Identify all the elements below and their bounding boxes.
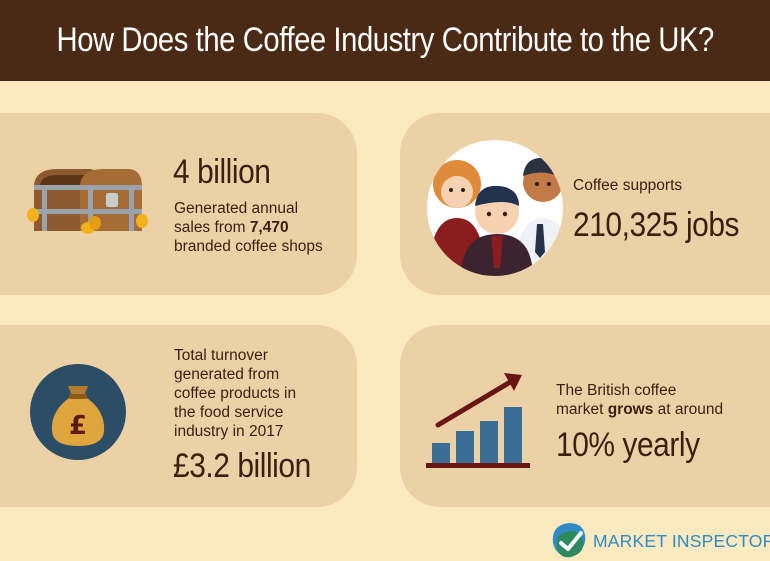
money-bag-icon: £ xyxy=(30,364,126,460)
treasure-chest-icon xyxy=(27,169,148,234)
pound-symbol: £ xyxy=(69,411,87,441)
growth-line-2-suffix: at around xyxy=(653,401,724,418)
turnover-card: £ Total turnover generated from coffee p… xyxy=(0,325,357,507)
growth-line-2-prefix: market xyxy=(556,401,608,418)
sales-card: 4 billion Generated annual sales from 7,… xyxy=(0,113,357,295)
logo-text: MARKET INSPECTOR xyxy=(593,531,770,551)
turnover-line-1: Total turnover xyxy=(174,347,268,364)
sales-count-bold: 7,470 xyxy=(249,219,289,236)
sales-line-3: branded coffee shops xyxy=(174,238,323,255)
growth-card: The British coffee market grows at aroun… xyxy=(400,325,770,507)
sales-headline: 4 billion xyxy=(173,153,271,191)
page-header: How Does the Coffee Industry Contribute … xyxy=(0,0,770,81)
jobs-card: Coffee supports 210,325 jobs xyxy=(400,113,770,295)
sales-line-2-prefix: sales from xyxy=(174,219,250,236)
people-icon xyxy=(427,140,563,276)
growth-headline: 10% yearly xyxy=(556,426,700,464)
turnover-line-4: the food service xyxy=(174,404,284,421)
sales-description: Generated annual sales from 7,470 brande… xyxy=(174,199,323,256)
growth-chart-icon xyxy=(426,373,530,468)
jobs-headline: 210,325 jobs xyxy=(573,206,740,244)
turnover-line-2: generated from xyxy=(174,366,280,383)
growth-line-1: The British coffee xyxy=(556,382,677,399)
sales-line-2: sales from 7,470 xyxy=(174,218,323,237)
growth-description: The British coffee market grows at aroun… xyxy=(556,381,723,419)
turnover-headline: £3.2 billion xyxy=(173,447,311,485)
growth-bold: grows xyxy=(607,401,654,418)
turnover-line-3: coffee products in xyxy=(174,385,297,402)
turnover-description: Total turnover generated from coffee pro… xyxy=(174,346,296,441)
growth-line-2: market grows at around xyxy=(556,400,723,419)
checkmark-logo-icon xyxy=(552,523,586,558)
page-title: How Does the Coffee Industry Contribute … xyxy=(56,21,714,59)
turnover-line-5: industry in 2017 xyxy=(174,423,284,440)
jobs-intro: Coffee supports xyxy=(573,177,683,194)
sales-line-1: Generated annual xyxy=(174,200,299,217)
